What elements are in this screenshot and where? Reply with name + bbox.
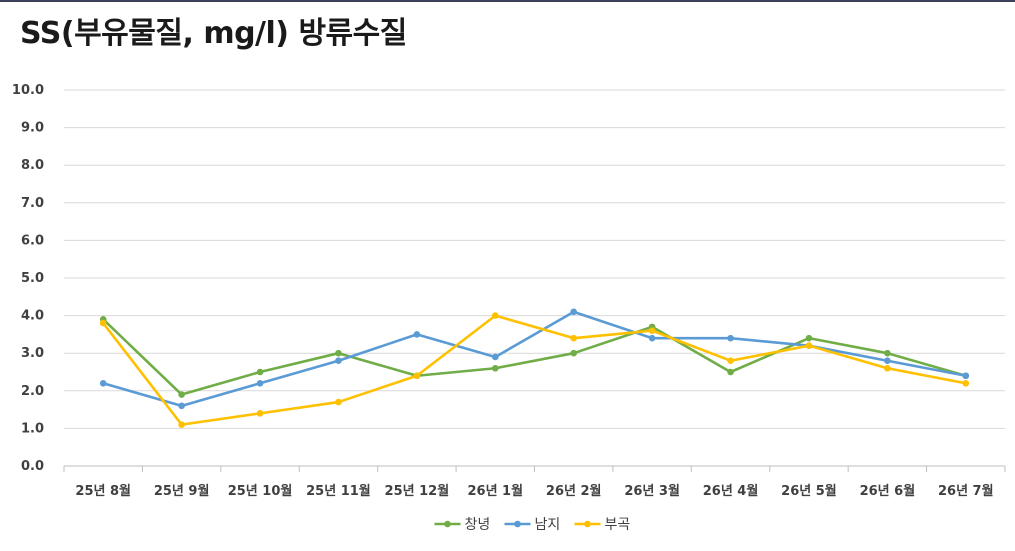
y-tick-label: 1.0 <box>21 421 44 436</box>
data-point <box>805 342 813 349</box>
legend-item: 남지 <box>504 517 561 533</box>
data-point <box>335 398 342 406</box>
x-tick-label: 26년 7월 <box>938 483 994 499</box>
legend-label: 부곡 <box>605 517 631 533</box>
series-1 <box>99 316 970 398</box>
data-point <box>413 372 421 380</box>
x-tick-label: 26년 5월 <box>781 483 837 499</box>
data-point <box>413 331 421 338</box>
data-point <box>884 357 891 365</box>
data-point <box>962 372 970 380</box>
series-lines <box>99 308 970 428</box>
x-tick-label: 26년 3월 <box>624 483 680 499</box>
y-tick-label: 9.0 <box>21 121 44 136</box>
data-point <box>648 327 656 334</box>
data-point <box>648 334 656 342</box>
data-point <box>570 349 578 357</box>
series-2 <box>99 308 970 410</box>
data-point <box>178 391 185 398</box>
y-tick-label: 10.0 <box>12 83 44 98</box>
data-point <box>727 357 734 365</box>
legend-swatch-marker <box>444 520 451 528</box>
series-3 <box>99 312 970 428</box>
data-point <box>491 364 499 372</box>
axes: 0.0 1.0 2.0 3.0 4.0 5.0 6.0 7.0 8.0 9.0 10.0 25년 8월… <box>12 83 1006 499</box>
x-tick-label: 25년 9월 <box>154 483 210 499</box>
data-point <box>884 349 891 357</box>
data-point <box>256 379 264 387</box>
data-point <box>570 334 578 342</box>
x-tick-label: 25년 8월 <box>75 483 131 499</box>
x-tick-label: 26년 4월 <box>703 483 759 499</box>
data-point <box>491 312 499 319</box>
data-point <box>727 368 734 376</box>
data-point <box>884 364 891 372</box>
legend-swatch-marker <box>584 520 591 528</box>
data-point <box>491 353 499 361</box>
data-point <box>256 410 264 417</box>
top-rule <box>0 0 1015 2</box>
data-point <box>99 379 107 387</box>
x-tick-label: 26년 6월 <box>860 483 916 499</box>
data-point <box>99 319 107 327</box>
series-line <box>101 314 968 426</box>
legend: 창녕 남지 부곡 <box>434 517 631 533</box>
x-tick-label: 26년 1월 <box>467 483 523 499</box>
gridlines <box>64 89 1005 429</box>
x-tick-label: 25년 10월 <box>228 483 293 499</box>
y-tick-label: 6.0 <box>21 233 44 248</box>
legend-label: 남지 <box>535 517 561 533</box>
y-tick-label: 5.0 <box>21 271 44 286</box>
legend-label: 창녕 <box>465 517 491 533</box>
data-point <box>570 308 578 316</box>
data-point <box>178 421 185 428</box>
x-tick-label: 25년 12월 <box>385 483 450 499</box>
legend-item: 부곡 <box>574 517 631 533</box>
data-point <box>962 379 970 387</box>
data-point <box>727 334 734 342</box>
data-point <box>256 368 264 376</box>
data-point <box>335 357 342 365</box>
y-tick-label: 0.0 <box>21 459 44 474</box>
legend-item: 창녕 <box>434 517 491 533</box>
y-tick-label: 2.0 <box>21 384 44 399</box>
data-point <box>805 334 813 342</box>
data-point <box>335 349 342 357</box>
y-tick-label: 3.0 <box>21 346 44 361</box>
legend-swatch-marker <box>514 520 521 528</box>
series-line <box>101 318 968 396</box>
chart-title: SS(부유물질, mg/l) 방류수질 <box>20 16 407 51</box>
y-tick-label: 4.0 <box>21 309 44 324</box>
x-tick-label: 25년 11월 <box>306 483 371 499</box>
y-tick-label: 7.0 <box>21 196 44 211</box>
data-point <box>178 402 185 410</box>
x-tick-label: 26년 2월 <box>546 483 602 499</box>
y-tick-label: 8.0 <box>21 158 44 173</box>
